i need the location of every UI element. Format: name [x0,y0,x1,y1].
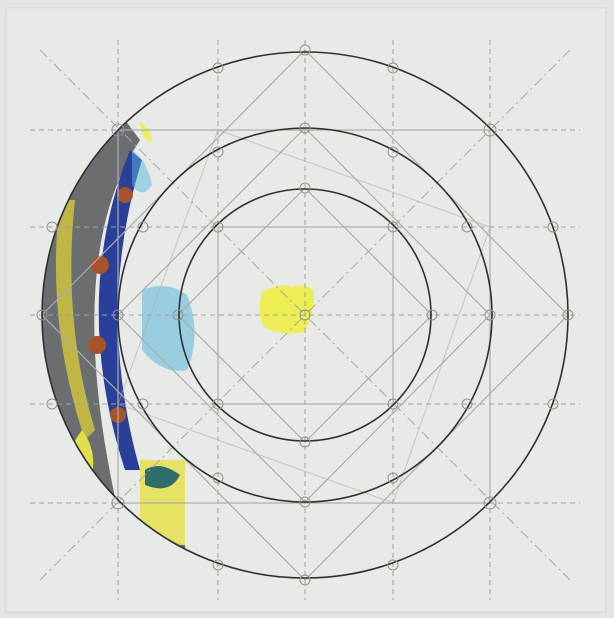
circles [41,51,569,579]
yellow-wash [140,122,152,142]
construction [41,49,569,581]
blue-wash [132,150,152,193]
nodes [36,44,574,586]
yellow-wash [259,285,314,334]
blue-wash [142,286,195,371]
